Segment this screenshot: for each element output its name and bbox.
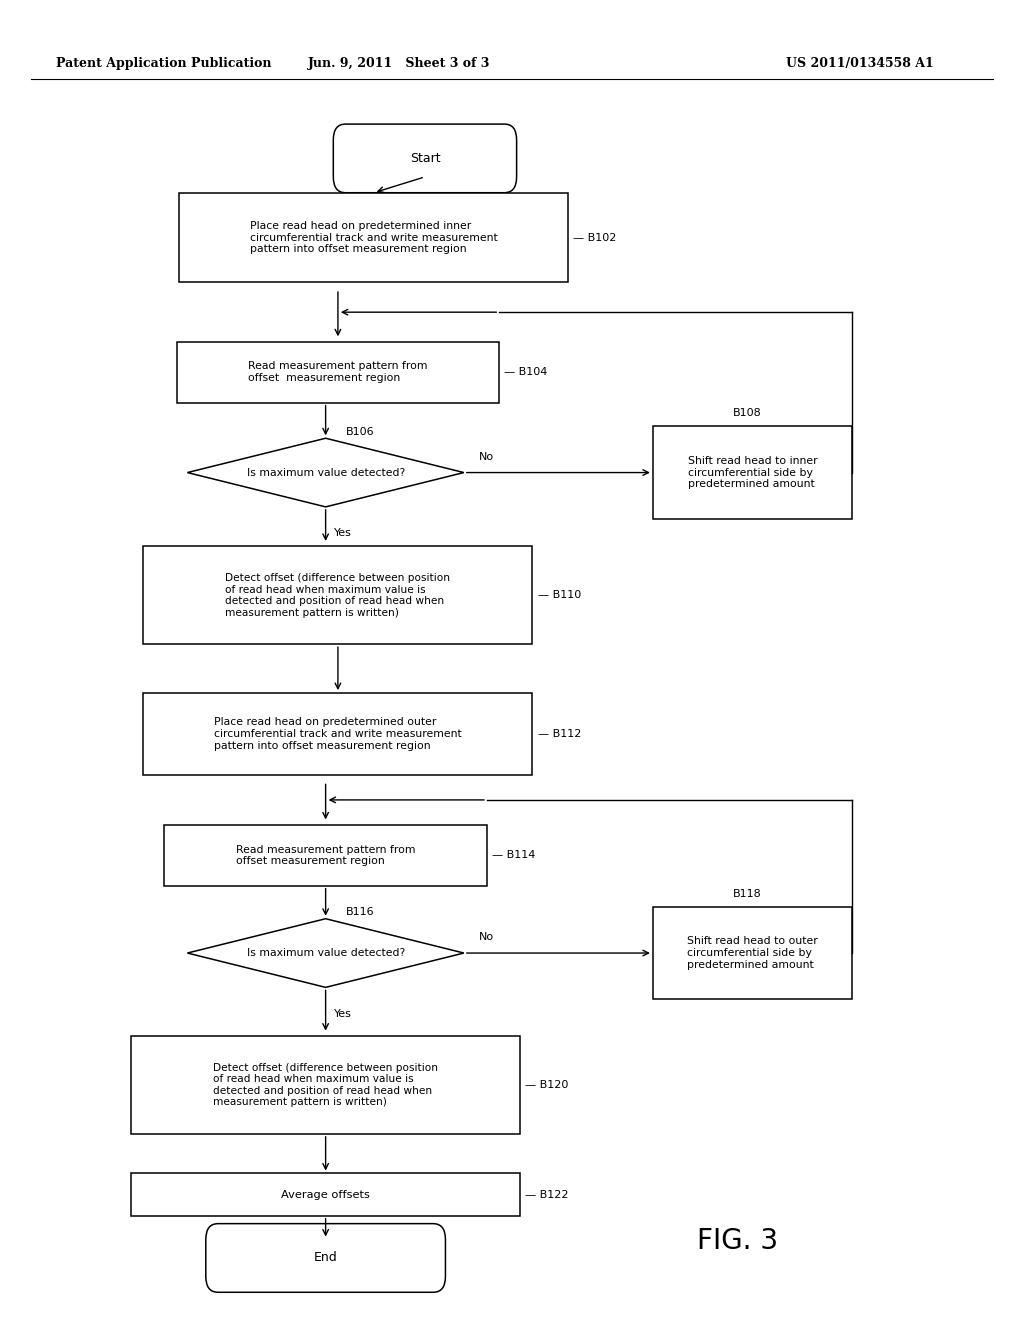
Text: Shift read head to outer
circumferential side by
predetermined amount: Shift read head to outer circumferential… [687, 936, 818, 970]
Text: Is maximum value detected?: Is maximum value detected? [247, 467, 404, 478]
Text: — B110: — B110 [538, 590, 581, 601]
Text: US 2011/0134558 A1: US 2011/0134558 A1 [786, 57, 934, 70]
Text: B106: B106 [346, 426, 375, 437]
Text: Patent Application Publication: Patent Application Publication [56, 57, 271, 70]
FancyBboxPatch shape [131, 1173, 520, 1216]
Text: Place read head on predetermined outer
circumferential track and write measureme: Place read head on predetermined outer c… [214, 717, 462, 751]
Text: End: End [313, 1251, 338, 1265]
FancyBboxPatch shape [143, 693, 532, 775]
Text: B116: B116 [346, 907, 375, 917]
Text: Yes: Yes [334, 528, 351, 539]
Text: — B112: — B112 [538, 729, 581, 739]
Text: FIG. 3: FIG. 3 [696, 1226, 778, 1255]
Text: Read measurement pattern from
offset measurement region: Read measurement pattern from offset mea… [236, 845, 416, 866]
Text: Start: Start [410, 152, 440, 165]
FancyBboxPatch shape [131, 1036, 520, 1134]
FancyBboxPatch shape [653, 426, 852, 519]
Text: Detect offset (difference between position
of read head when maximum value is
de: Detect offset (difference between positi… [225, 573, 451, 618]
Text: Place read head on predetermined inner
circumferential track and write measureme: Place read head on predetermined inner c… [250, 220, 498, 255]
Text: Detect offset (difference between position
of read head when maximum value is
de: Detect offset (difference between positi… [213, 1063, 438, 1107]
Text: Average offsets: Average offsets [282, 1189, 370, 1200]
FancyBboxPatch shape [653, 907, 852, 999]
FancyBboxPatch shape [177, 342, 500, 403]
Polygon shape [187, 438, 464, 507]
FancyBboxPatch shape [143, 546, 532, 644]
Text: Read measurement pattern from
offset  measurement region: Read measurement pattern from offset mea… [248, 362, 428, 383]
FancyBboxPatch shape [333, 124, 516, 193]
FancyBboxPatch shape [164, 825, 487, 886]
Text: — B102: — B102 [573, 232, 616, 243]
Text: No: No [479, 451, 495, 462]
Text: — B122: — B122 [525, 1189, 568, 1200]
FancyBboxPatch shape [179, 193, 568, 282]
Text: Shift read head to inner
circumferential side by
predetermined amount: Shift read head to inner circumferential… [688, 455, 817, 490]
Text: Yes: Yes [334, 1008, 351, 1019]
Text: Is maximum value detected?: Is maximum value detected? [247, 948, 404, 958]
Polygon shape [187, 919, 464, 987]
Text: B118: B118 [733, 888, 762, 899]
Text: B108: B108 [733, 408, 762, 418]
FancyBboxPatch shape [206, 1224, 445, 1292]
Text: — B114: — B114 [493, 850, 536, 861]
Text: Jun. 9, 2011   Sheet 3 of 3: Jun. 9, 2011 Sheet 3 of 3 [308, 57, 490, 70]
Text: — B120: — B120 [525, 1080, 568, 1090]
Text: — B104: — B104 [505, 367, 548, 378]
Text: No: No [479, 932, 495, 942]
